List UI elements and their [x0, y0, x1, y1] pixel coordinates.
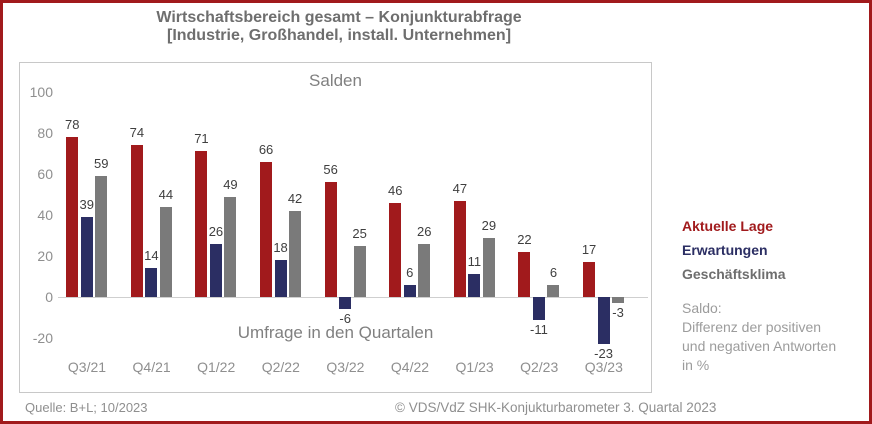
bar: [353, 246, 366, 297]
bar-value-label: 18: [273, 240, 288, 255]
bar: [583, 262, 596, 297]
bar: [274, 260, 287, 297]
copyright-note: © VDS/VdZ SHK-Konjukturbarometer 3. Quar…: [395, 400, 717, 415]
bar: [95, 176, 108, 297]
chart-area: Salden Umfrage in den Quartalen 100 80 60 4…: [19, 62, 652, 393]
bar: [532, 297, 545, 320]
bar: [260, 162, 273, 297]
x-tick-label: Q3/21: [67, 359, 107, 375]
bar: [195, 151, 208, 297]
bar-value-label: 25: [352, 226, 367, 241]
saldo-definition-note: Saldo: Differenz der positiven und negat…: [682, 300, 837, 373]
x-tick-label: Q3/23: [584, 359, 623, 375]
legend-item-aktuelle-lage: Aktuelle Lage: [682, 218, 774, 234]
bar: [66, 137, 79, 297]
bar: [159, 207, 172, 297]
y-tick-label: 40: [37, 207, 53, 223]
bar: [482, 238, 495, 297]
bar-value-label: 17: [581, 242, 597, 257]
bar: [209, 244, 222, 297]
bar: [289, 211, 302, 297]
bar-value-label: -11: [530, 322, 548, 337]
bar-value-label: 11: [467, 254, 482, 269]
bar: [403, 285, 416, 297]
source-note: Quelle: B+L; 10/2023: [25, 400, 148, 415]
bar-value-label: 29: [481, 218, 497, 233]
y-tick-label: 20: [37, 248, 53, 264]
bar-value-label: 26: [208, 224, 224, 239]
x-axis-title: Umfrage in den Quartalen: [237, 323, 434, 342]
bar-value-label: -6: [339, 311, 351, 326]
y-tick-label: -20: [32, 330, 53, 346]
bar-value-label: 44: [158, 187, 174, 202]
bar: [518, 252, 531, 297]
bar-value-label: 46: [388, 183, 403, 198]
legend-item-erwartungen: Erwartungen: [682, 242, 768, 258]
bar: [418, 244, 431, 297]
bar-value-label: 6: [549, 265, 558, 280]
bar: [224, 197, 237, 297]
bar: [80, 217, 93, 297]
y-tick-label: 100: [29, 84, 53, 100]
bar: [389, 203, 402, 297]
y-tick-label: 0: [45, 289, 53, 305]
bar-value-label: 59: [94, 156, 109, 171]
y-tick-label: 80: [37, 125, 53, 141]
bar-value-label: 14: [144, 248, 159, 263]
x-tick-label: Q1/23: [455, 359, 494, 375]
plot-area: 100 80 60 40 20 0 -20 Q3/21 78 39 59 Q4/21 74 14 44 Q1/…: [20, 63, 651, 392]
bar-value-label: 78: [65, 117, 80, 132]
chart-title-line2: [Industrie, Großhandel, install. Unterne…: [166, 27, 512, 44]
bar-value-label: 66: [258, 142, 274, 157]
bar-value-label: 74: [129, 125, 145, 140]
bar: [324, 182, 337, 297]
bar: [597, 297, 610, 344]
x-tick-label: Q1/22: [197, 359, 236, 375]
bar: [612, 297, 625, 303]
bar-value-label: 39: [79, 197, 94, 212]
bar-value-label: 49: [223, 177, 238, 192]
x-tick-label: Q2/22: [261, 359, 300, 375]
bar-value-label: -3: [612, 305, 624, 320]
x-tick-label: Q4/22: [390, 359, 430, 375]
bar-value-label: 71: [194, 131, 209, 146]
bar-value-label: -23: [594, 346, 613, 361]
bar-value-label: 26: [417, 224, 432, 239]
y-tick-label: 60: [37, 166, 53, 182]
x-tick-label: Q2/23: [520, 359, 559, 375]
bar-value-label: 22: [517, 232, 532, 247]
chart-title-line1: Wirtschaftsbereich gesamt – Konjunkturab…: [156, 9, 522, 26]
bar-value-label: 42: [287, 191, 303, 206]
x-tick-label: Q3/22: [326, 359, 365, 375]
legend: Aktuelle Lage Erwartungen Geschäftsklima…: [682, 214, 836, 375]
plot-title: Salden: [309, 71, 362, 90]
bar-value-label: 47: [452, 181, 468, 196]
zero-axis-line: [58, 297, 648, 298]
bar: [453, 201, 466, 297]
bar: [468, 274, 481, 297]
bar: [547, 285, 560, 297]
bar-value-label: 6: [406, 265, 414, 280]
bar: [145, 268, 158, 297]
chart-title: Wirtschaftsbereich gesamt – Konjunkturab…: [3, 9, 675, 45]
bar: [130, 145, 143, 297]
bar-value-label: 56: [323, 162, 338, 177]
x-tick-label: Q4/21: [132, 359, 171, 375]
bar: [339, 297, 352, 309]
legend-item-geschaeftsklima: Geschäftsklima: [682, 266, 786, 282]
